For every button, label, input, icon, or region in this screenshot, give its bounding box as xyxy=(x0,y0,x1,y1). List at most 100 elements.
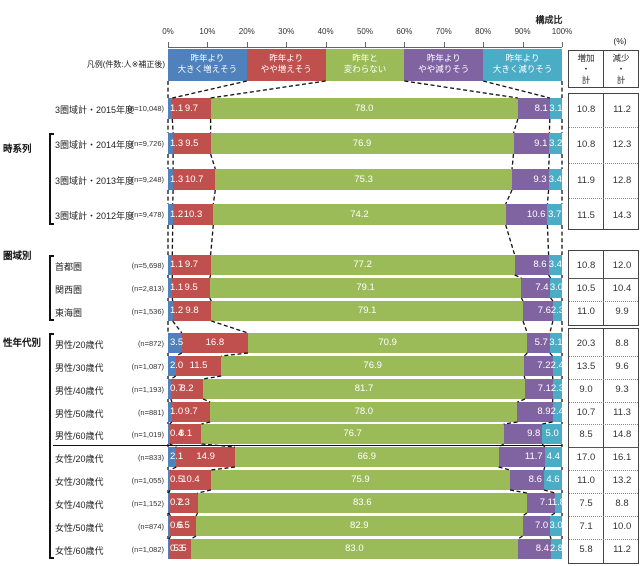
value-label: 75.9 xyxy=(351,474,370,485)
group-bracket xyxy=(49,333,54,559)
value-label: 2.4 xyxy=(550,360,564,371)
bar-segment xyxy=(210,98,518,119)
value-label: 4.6 xyxy=(546,474,560,485)
increase-total-value: 20.3 xyxy=(576,338,596,349)
value-label: 3.2 xyxy=(549,137,563,149)
value-label: 1.3 xyxy=(170,173,184,185)
bar-segment xyxy=(210,133,514,154)
row-sample-size: (n=9,726) xyxy=(131,139,164,148)
x-axis-tick-label: 0% xyxy=(162,27,174,36)
bar-segment xyxy=(550,539,562,559)
value-label: 9.1 xyxy=(534,137,548,149)
value-label: 7.4 xyxy=(535,282,549,293)
bar-segment xyxy=(550,516,562,536)
bar-segment xyxy=(522,516,551,536)
bar-segment xyxy=(554,493,562,513)
bar-segment xyxy=(168,356,176,376)
stacked-bar: 0.5 10.4 75.9 8.6 4.6 xyxy=(168,470,562,490)
bar-segment xyxy=(527,333,550,353)
x-axis-tick-label: 70% xyxy=(435,27,452,36)
bar-segment xyxy=(552,301,562,321)
bar-segment xyxy=(170,379,204,399)
increase-total-value: 5.8 xyxy=(579,544,593,555)
x-axis-tick-mark xyxy=(325,42,327,47)
decrease-total-value: 16.1 xyxy=(612,452,632,463)
decrease-total-value: 8.8 xyxy=(615,498,629,509)
section-label: 圏域別 xyxy=(3,251,32,262)
chart-row: 首都圏 (n=5,698) 1.1 9.7 77.2 8.6 3.4 xyxy=(0,255,640,275)
value-label: 3.0 xyxy=(549,282,564,293)
stacked-bar: 1.0 9.7 78.0 8.9 2.4 xyxy=(168,402,564,422)
x-axis-tick-mark xyxy=(483,42,485,47)
stacked-bar: 1.3 10.7 75.3 9.3 3.4 xyxy=(168,169,562,190)
bar-segment xyxy=(549,133,562,154)
value-label: 9.7 xyxy=(184,406,198,417)
stacked-bar: 2.1 14.9 66.9 11.7 4.4 xyxy=(168,447,562,467)
value-label: 76.9 xyxy=(352,137,372,149)
row-sample-size: (n=881) xyxy=(137,407,164,417)
chart-row: 男性/60歳代 (n=1,019) 0.4 8.1 76.7 9.8 5.0 xyxy=(0,424,640,444)
value-label: 9.8 xyxy=(185,305,199,316)
row-sample-size: (n=1,152) xyxy=(131,498,164,508)
row-label: 3圏域計・2012年度 xyxy=(55,211,135,221)
value-label: 3.7 xyxy=(548,208,562,220)
stacked-bar: 1.2 9.8 79.1 7.6 2.3 xyxy=(168,301,564,321)
bar-segment xyxy=(168,255,173,275)
row-label: 女性/30歳代 xyxy=(55,476,104,487)
bar-segment xyxy=(503,424,543,444)
bar-segment xyxy=(195,516,523,536)
decrease-total-value: 13.2 xyxy=(612,475,632,486)
summary-table-column-divider xyxy=(603,329,604,563)
row-sample-size: (n=1,082) xyxy=(131,544,164,554)
bar-segment xyxy=(542,424,562,444)
stacked-bar: 3.5 16.8 70.9 5.7 3.1 xyxy=(168,333,563,353)
chart-row: 3圏域計・2014年度 (n=9,726) 1.3 9.5 76.9 9.1 3.2 xyxy=(0,133,640,154)
summary-table-row-divider xyxy=(569,300,638,302)
value-label: 9.7 xyxy=(184,259,199,270)
stacked-bar: 0.3 5.5 83.0 8.4 2.8 xyxy=(168,539,563,559)
x-axis-tick-mark xyxy=(365,42,366,47)
row-label: 3圏域計・2014年度 xyxy=(55,140,135,150)
bar-segment xyxy=(522,301,553,321)
bar-segment xyxy=(168,301,173,321)
value-label: 5.5 xyxy=(173,543,187,554)
increase-total-value: 10.8 xyxy=(576,103,596,115)
value-label: 8.1 xyxy=(534,102,548,114)
legend-item: 昨年より やや減りそう xyxy=(404,49,484,81)
increase-total-value: 8.5 xyxy=(579,429,593,440)
bar-segment xyxy=(517,539,551,559)
summary-table-column-divider xyxy=(603,251,604,325)
bar-segment xyxy=(524,356,553,376)
decrease-total-value: 14.3 xyxy=(612,209,632,221)
segment-boundary-connector xyxy=(546,189,550,205)
increase-total-value: 11.0 xyxy=(577,475,595,486)
value-label: 78.0 xyxy=(354,102,374,114)
value-label: 7.3 xyxy=(176,497,190,508)
summary-table-row-divider xyxy=(569,446,638,448)
summary-table-row-divider xyxy=(569,424,638,425)
decrease-total-value: 8.8 xyxy=(615,338,629,349)
bar-segment xyxy=(548,255,562,275)
bar-segment xyxy=(210,470,510,490)
x-axis-tick-label: 30% xyxy=(278,27,295,36)
bar-segment xyxy=(197,493,527,513)
value-label: 2.4 xyxy=(550,406,564,417)
summary-table-group-box: 10.8 11.2 10.8 12.3 11.9 12.8 11.5 14.3 xyxy=(568,93,639,230)
value-label: 8.6 xyxy=(528,474,542,485)
value-label: 8.2 xyxy=(180,383,194,394)
bar-segment xyxy=(168,333,182,353)
legend-item: 昨年より やや増えそう xyxy=(246,49,326,81)
section-label: 時系列 xyxy=(3,144,32,155)
segment-boundary-connector xyxy=(172,80,247,99)
value-label: 14.9 xyxy=(196,451,215,462)
x-axis-tick-mark xyxy=(246,42,248,47)
legend-item: 昨年と 変わらない xyxy=(325,49,405,81)
value-label: 9.7 xyxy=(184,102,199,114)
value-label: 9.5 xyxy=(185,137,199,149)
bar-segment xyxy=(168,278,173,298)
increase-total-value: 13.5 xyxy=(576,361,596,372)
bar-segment xyxy=(524,379,553,399)
summary-table-header: 増加 ・ 計 減少 ・ 計 xyxy=(568,50,639,88)
row-sample-size: (n=1,087) xyxy=(131,361,164,371)
x-axis-tick-mark xyxy=(562,42,563,47)
